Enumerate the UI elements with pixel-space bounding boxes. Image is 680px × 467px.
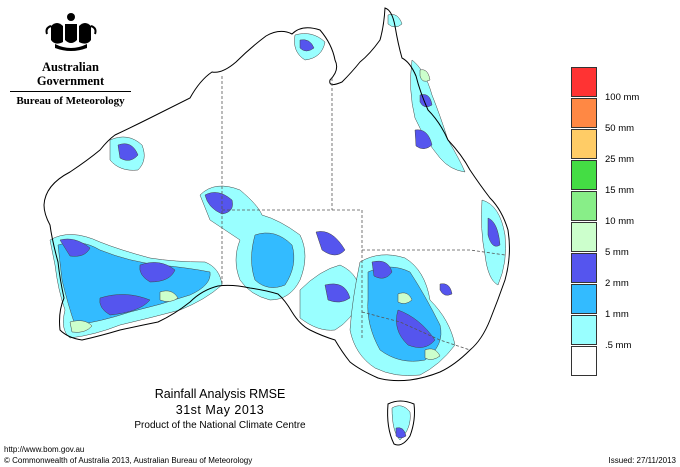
legend-label: 100 mm (605, 92, 640, 103)
legend-label: 15 mm (605, 185, 635, 196)
mainland-coastline (43, 7, 510, 382)
government-name: Australian Government (36, 60, 105, 88)
legend-swatch (571, 191, 597, 221)
legend-label: 1 mm (605, 309, 629, 320)
state-borders (221, 76, 506, 351)
rain-band-5 (69, 290, 179, 333)
rain-band-2 (59, 238, 176, 316)
legend-swatch (571, 346, 597, 376)
rain-band-2 (439, 283, 453, 296)
legend-swatch (571, 222, 597, 252)
legend-swatch (571, 284, 597, 314)
sa-qld-border (332, 209, 363, 250)
rain-band-05 (410, 59, 466, 173)
map-title: Rainfall Analysis RMSE (154, 387, 286, 401)
bureau-name: Bureau of Meteorology (16, 95, 125, 107)
rain-band-2 (395, 427, 407, 439)
legend-swatch (571, 98, 597, 128)
legend-swatch (571, 67, 597, 97)
legend-swatch (571, 315, 597, 345)
legend-swatch (571, 160, 597, 190)
legend-label: 25 mm (605, 154, 635, 165)
legend-label: 5 mm (605, 247, 629, 258)
legend-label: 50 mm (605, 123, 635, 134)
map-product: Product of the National Climate Centre (134, 420, 306, 431)
rain-band-1 (251, 232, 295, 288)
qld-nsw-border (362, 249, 506, 256)
vic-nsw-border (361, 311, 471, 351)
footer-copyright: © Commonwealth of Australia 2013, Austra… (4, 456, 253, 465)
tasmania-coastline (387, 400, 415, 446)
rain-band-5 (397, 292, 441, 360)
rainfall-shading (49, 14, 506, 441)
coat-of-arms-icon (45, 13, 96, 51)
rain-band-2 (487, 217, 501, 247)
legend-label: 10 mm (605, 216, 635, 227)
rain-band-2 (371, 260, 436, 348)
rain-band-2 (315, 231, 351, 303)
legend-label: .5 mm (605, 340, 632, 351)
map-date: 31st May 2013 (175, 403, 265, 417)
footer-url[interactable]: http://www.bom.gov.au (4, 445, 85, 454)
legend-label: 2 mm (605, 278, 629, 289)
map-title-block: Rainfall Analysis RMSE 31st May 2013 Pro… (120, 386, 320, 434)
logo-divider (10, 91, 131, 92)
rain-band-2 (117, 143, 139, 161)
rain-band-2 (414, 94, 433, 149)
legend-swatch (571, 129, 597, 159)
rain-band-2 (299, 39, 315, 52)
legend-swatch (571, 253, 597, 283)
footer-issued: Issued: 27/11/2013 (608, 456, 676, 465)
rain-band-5 (419, 69, 431, 82)
rain-band-05 (387, 14, 403, 28)
government-logo: Australian Government Bureau of Meteorol… (8, 10, 133, 108)
